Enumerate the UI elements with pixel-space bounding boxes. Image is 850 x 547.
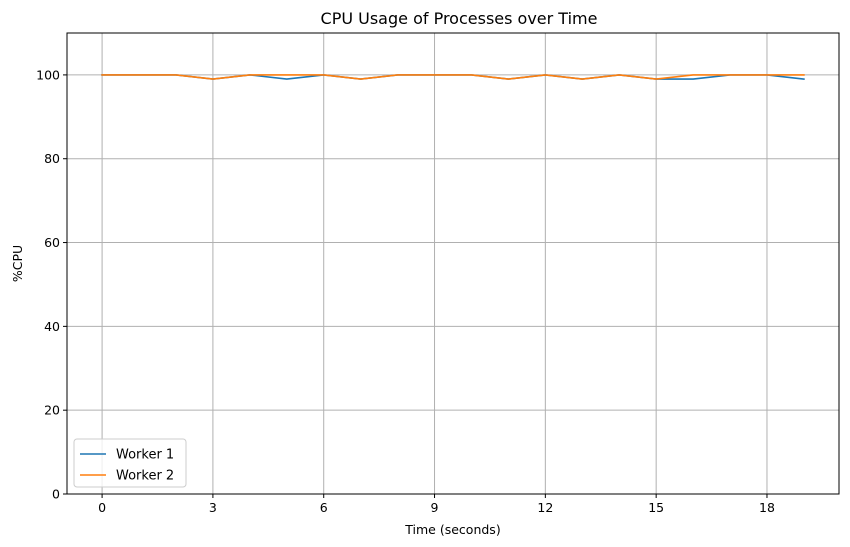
- axis-ticks: 0 3 6 9 12 15 18 0 20 40 60 80 100: [36, 67, 775, 515]
- y-tick-label: 40: [44, 319, 60, 334]
- plot-frame: [66, 32, 840, 495]
- grid: [67, 33, 839, 495]
- chart-title: CPU Usage of Processes over Time: [321, 9, 598, 28]
- legend: Worker 1 Worker 2: [73, 438, 187, 488]
- y-tick-label: 20: [44, 403, 60, 418]
- y-tick-label: 80: [44, 151, 60, 166]
- y-tick-label: 100: [36, 67, 60, 82]
- x-tick-label: 3: [209, 500, 217, 515]
- x-axis-label: Time (seconds): [404, 522, 500, 537]
- legend-label-2: Worker 2: [116, 469, 174, 484]
- series-line-2: [101, 74, 805, 80]
- series-lines: [101, 74, 805, 80]
- x-tick-label: 0: [98, 500, 106, 515]
- y-axis-label: %CPU: [10, 245, 25, 282]
- x-tick-label: 9: [431, 500, 439, 515]
- y-tick-label: 60: [44, 235, 60, 250]
- x-tick-label: 6: [320, 500, 328, 515]
- x-tick-label: 12: [537, 500, 553, 515]
- legend-label-1: Worker 1: [116, 448, 174, 463]
- x-tick-label: 18: [759, 500, 775, 515]
- y-tick-label: 0: [52, 487, 60, 502]
- x-tick-label: 15: [648, 500, 664, 515]
